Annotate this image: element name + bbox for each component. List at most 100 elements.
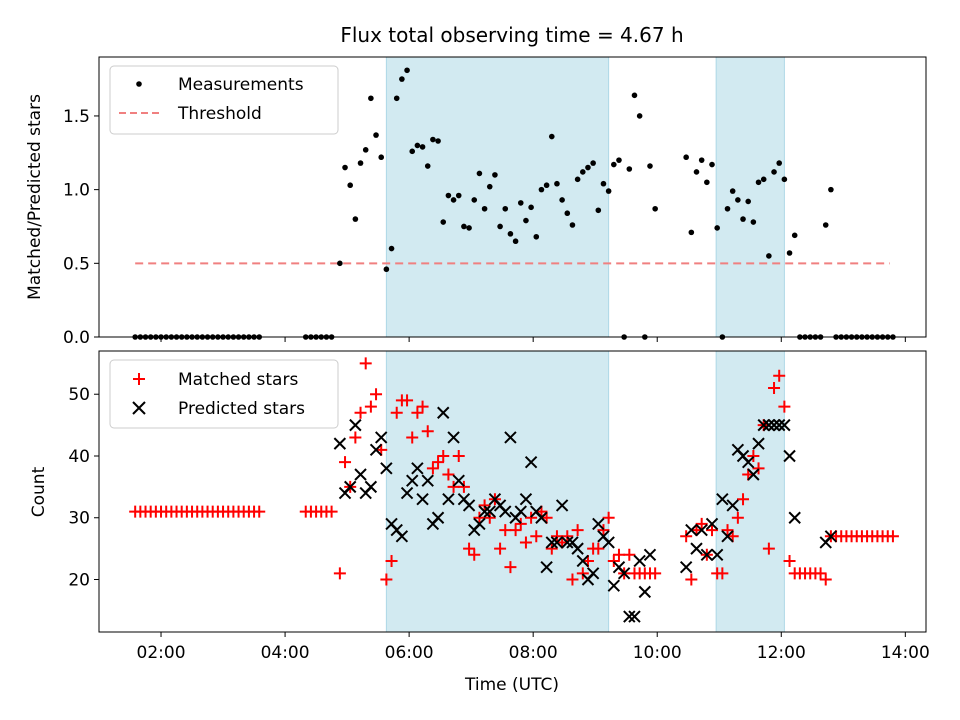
matched-star-point (649, 567, 662, 580)
top-y-axis-label: Matched/Predicted stars (25, 94, 45, 300)
matched-star-point (623, 548, 636, 561)
measurement-point (347, 182, 354, 189)
measurement-point (435, 138, 441, 144)
measurement-point (393, 95, 400, 102)
measurement-point (404, 67, 410, 74)
measurement-point (559, 197, 565, 203)
observing-window-shade-2 (715, 56, 785, 338)
measurement-point (357, 160, 364, 166)
matched-star-point (571, 524, 584, 537)
matched-star-point (463, 542, 476, 555)
legend-predicted-label: Predicted stars (178, 399, 305, 419)
predicted-star-point (411, 462, 424, 475)
measurement-point (409, 148, 416, 155)
measurement-point (543, 182, 550, 189)
matched-star-point (364, 400, 377, 413)
matched-star-point (253, 505, 266, 518)
matched-star-point (525, 511, 538, 524)
matched-star-point (349, 431, 362, 444)
matched-star-point (612, 548, 625, 561)
matched-star-point (716, 567, 729, 580)
measurement-point (745, 198, 751, 205)
measurement-point (579, 169, 586, 175)
predicted-star-point (783, 449, 796, 463)
top-plot-frame (98, 56, 927, 338)
top-legend: Measurements Threshold (109, 65, 339, 135)
matched-star-point (680, 530, 693, 543)
measurement-point (585, 164, 591, 171)
matched-star-point (426, 462, 439, 475)
measurement-point (538, 186, 545, 193)
predicted-star-point (354, 468, 367, 481)
measurement-point (740, 216, 746, 222)
measurement-point (760, 176, 767, 183)
predicted-star-point (592, 517, 605, 531)
predicted-star-point (442, 493, 455, 506)
y-tick-label: 0.5 (63, 254, 90, 274)
measurement-point (714, 225, 720, 231)
measurement-point (517, 200, 524, 206)
measurement-point (647, 163, 653, 169)
predicted-star-point (747, 468, 760, 481)
predicted-star-point (400, 486, 414, 500)
measurement-point (455, 192, 462, 199)
predicted-star-point (535, 511, 548, 524)
matched-star-point (333, 567, 346, 580)
predicted-star-point (576, 554, 590, 568)
predicted-star-point (762, 418, 776, 432)
measurement-point (481, 205, 488, 212)
observing-window-shade-1 (385, 56, 610, 338)
predicted-star-point (710, 548, 724, 562)
predicted-star-point (514, 505, 527, 518)
matched-star-point (886, 530, 899, 543)
matched-star-point (592, 542, 605, 555)
matched-star-point (504, 561, 517, 574)
y-tick-label: 1.0 (63, 181, 90, 201)
matched-star-point (576, 567, 589, 580)
legend-measurements-label: Measurements (178, 75, 304, 95)
y-tick-label: 30 (68, 509, 90, 529)
matched-star-point (401, 394, 414, 407)
matched-star-point (370, 388, 383, 401)
predicted-star-point (333, 437, 347, 450)
y-tick-label: 1.5 (63, 107, 90, 127)
predicted-star-point (462, 499, 476, 512)
matched-star-point (545, 542, 558, 555)
measurement-point (729, 188, 736, 194)
matched-star-point (442, 468, 455, 481)
x-tick-label: 06:00 (385, 643, 434, 663)
matched-star-point (602, 511, 615, 524)
measurement-point (698, 157, 705, 163)
predicted-star-point (705, 517, 719, 531)
matched-star-point (473, 511, 486, 524)
measurement-point (626, 166, 633, 172)
matched-star-point (494, 542, 507, 555)
measurement-point (424, 163, 431, 169)
matched-star-point (737, 493, 750, 506)
matched-star-point (762, 542, 775, 555)
legend-threshold-label: Threshold (177, 104, 262, 124)
predicted-star-point (767, 418, 781, 432)
predicted-star-point (607, 579, 621, 592)
matched-star-point (819, 573, 832, 586)
matched-star-point (509, 524, 522, 537)
matched-star-point (359, 357, 372, 370)
bottom-y-axis-label: Count (29, 466, 49, 517)
measurement-point (414, 142, 421, 149)
predicted-star-point (824, 530, 838, 543)
observing-window-shades (385, 350, 785, 633)
measurement-point (828, 186, 834, 193)
measurement-point (399, 76, 405, 82)
measurement-point (512, 238, 519, 245)
measurement-point (781, 176, 788, 183)
measurement-point (337, 260, 343, 267)
measurement-point (466, 225, 472, 231)
predicted-star-point (519, 493, 533, 506)
measurement-point (822, 222, 829, 228)
predicted-star-point (555, 499, 569, 512)
measurement-point (548, 133, 555, 140)
predicted-star-point (375, 431, 388, 444)
predicted-star-point (447, 431, 460, 444)
measurement-point (605, 188, 612, 194)
